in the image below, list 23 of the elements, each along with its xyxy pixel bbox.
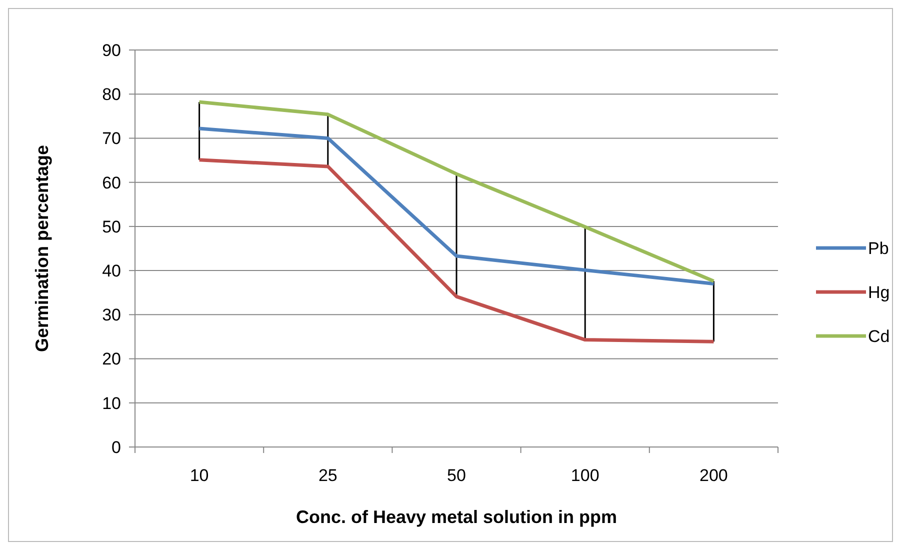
y-tick-label: 90 xyxy=(102,40,121,60)
x-tick-label: 10 xyxy=(190,466,209,485)
x-tick-label: 200 xyxy=(700,466,728,485)
y-tick-label: 70 xyxy=(102,129,121,148)
y-tick-label: 40 xyxy=(102,262,121,281)
y-tick-label: 80 xyxy=(102,85,121,104)
y-tick-label: 60 xyxy=(102,173,121,192)
y-tick-label: 20 xyxy=(102,350,121,369)
x-axis-title: Conc. of Heavy metal solution in ppm xyxy=(296,507,618,527)
y-tick-label: 10 xyxy=(102,394,121,413)
y-tick-label: 30 xyxy=(102,306,121,325)
legend-label: Cd xyxy=(868,326,890,346)
y-tick-label: 50 xyxy=(102,217,121,236)
legend-label: Pb xyxy=(868,238,889,258)
x-tick-label: 50 xyxy=(447,466,466,485)
x-tick-label: 25 xyxy=(318,466,338,485)
y-axis-title: Germination percentage xyxy=(32,144,52,352)
line-series xyxy=(198,100,716,283)
line-series xyxy=(198,158,716,344)
legend-label: Hg xyxy=(868,282,890,302)
line-series xyxy=(198,126,716,286)
y-tick-label: 0 xyxy=(112,438,121,457)
x-tick-label: 100 xyxy=(570,466,600,485)
